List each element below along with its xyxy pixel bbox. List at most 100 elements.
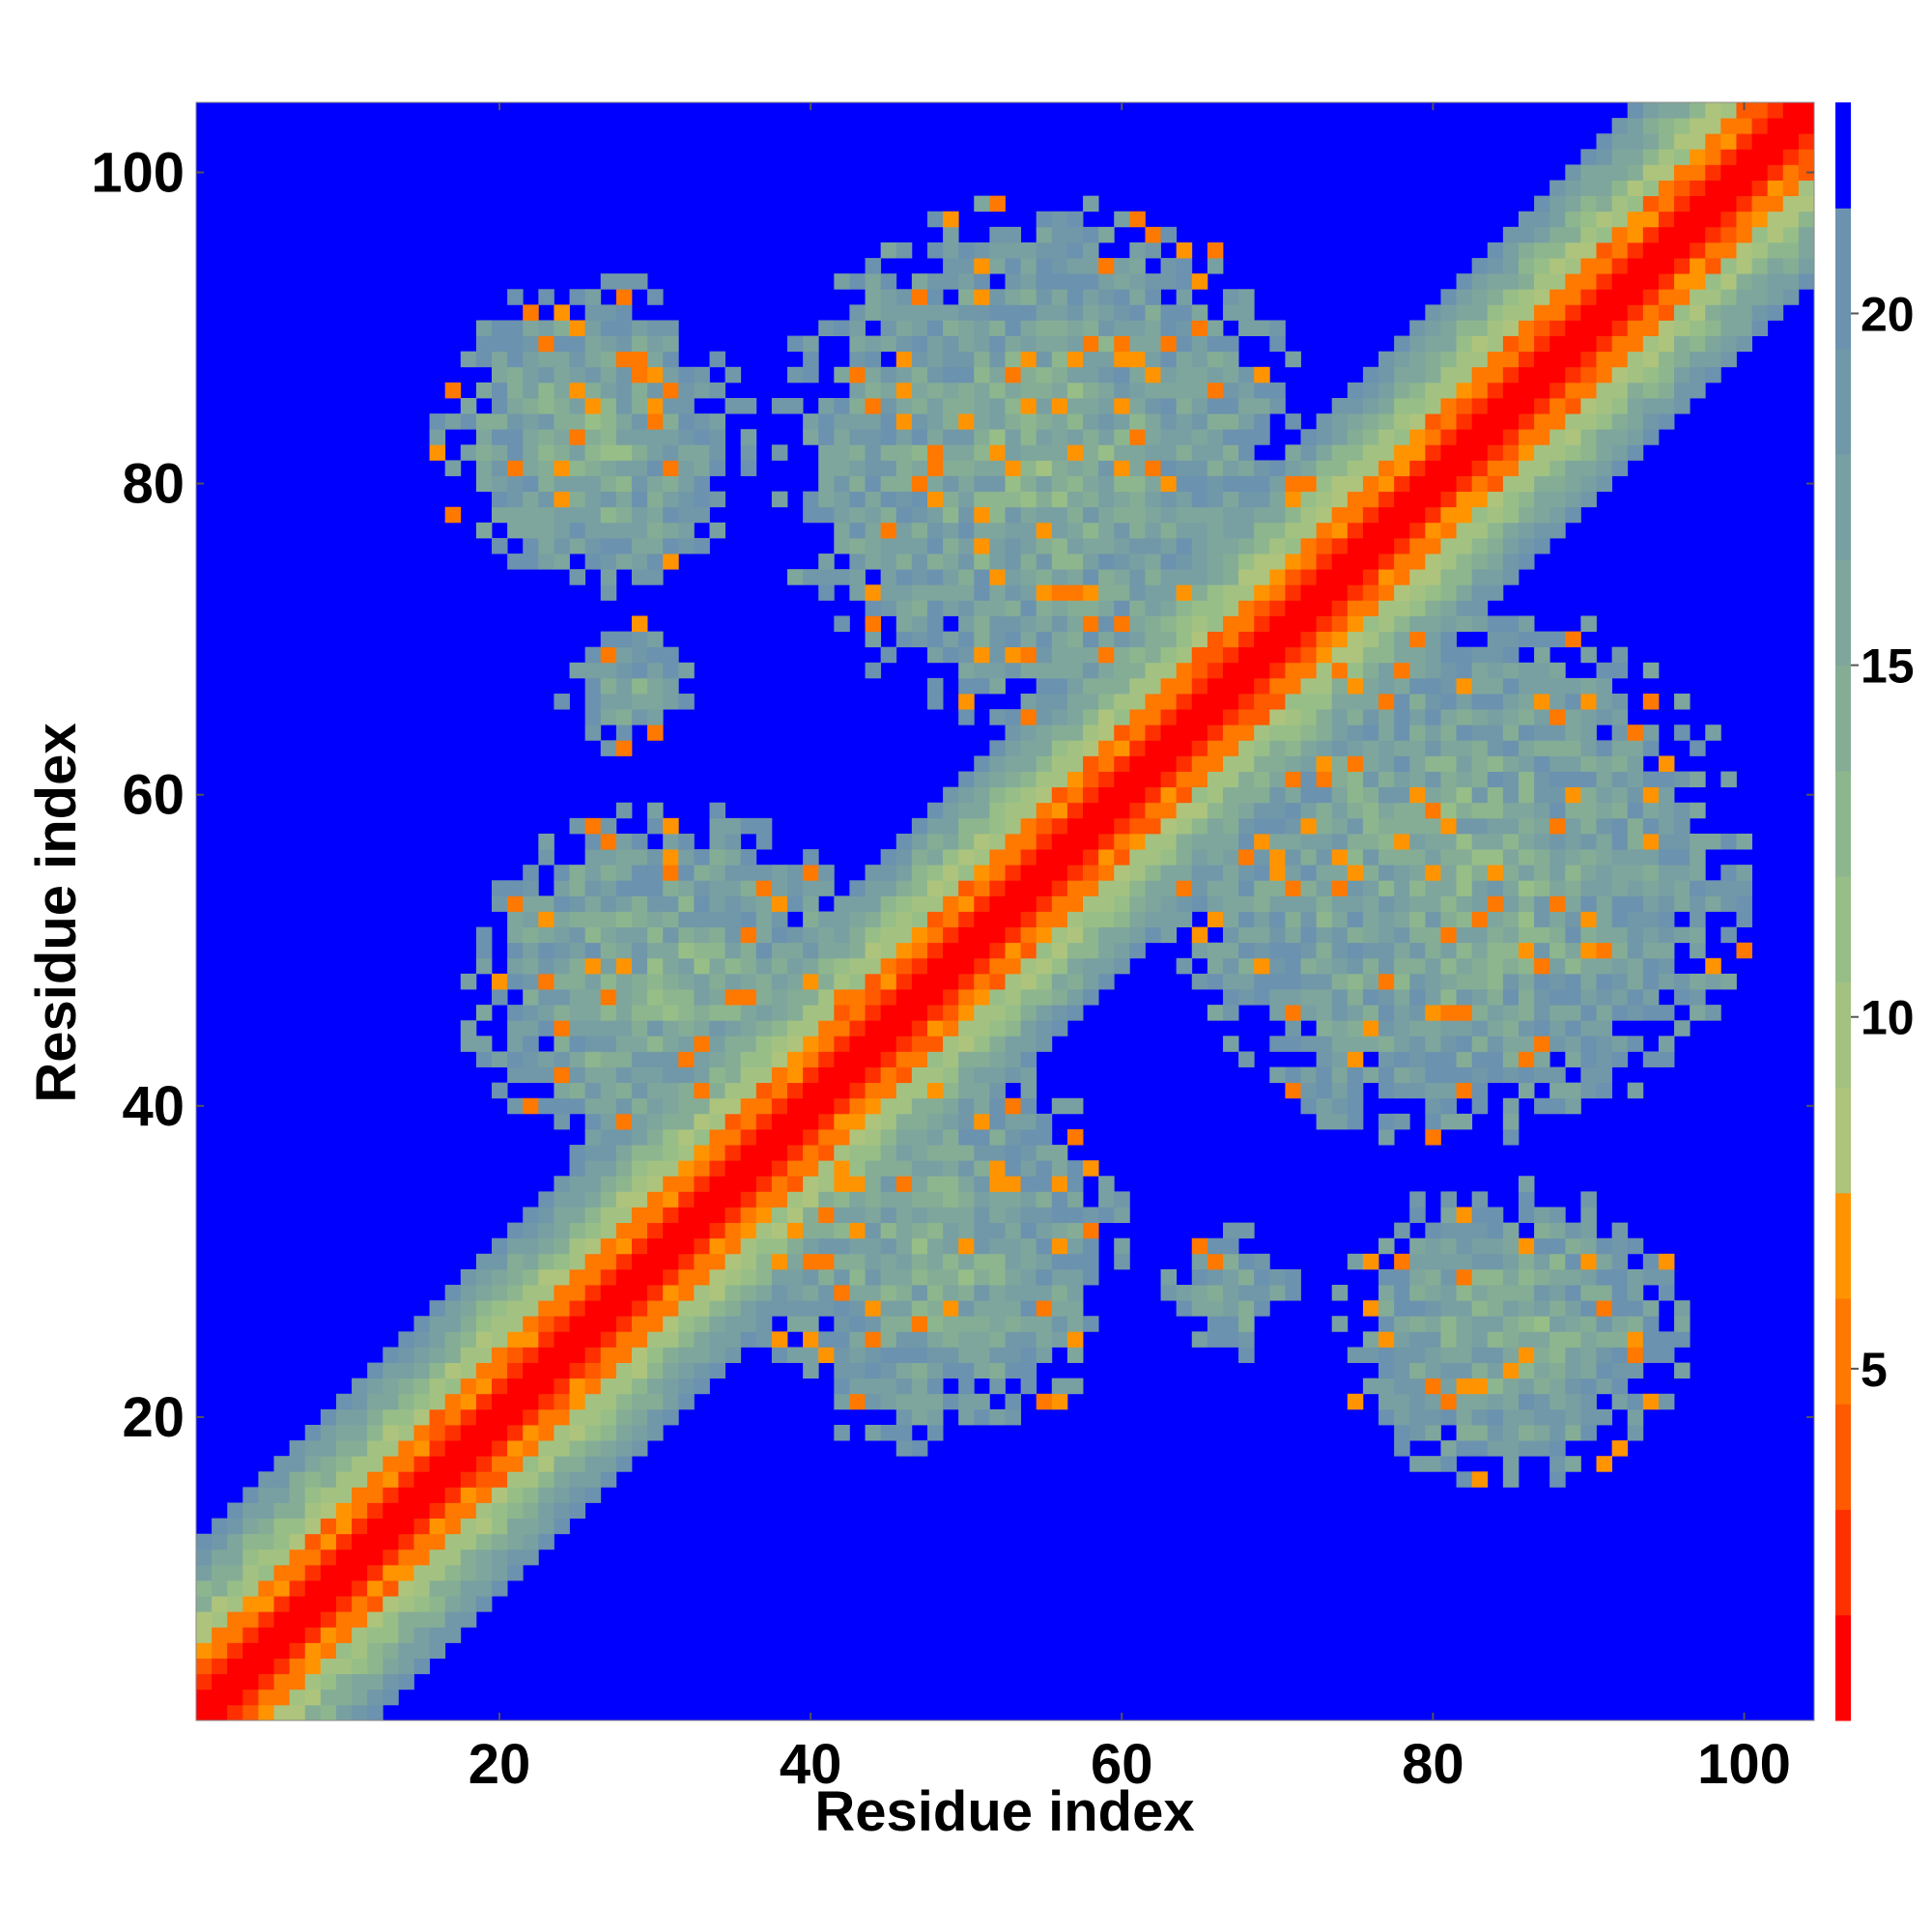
heatmap-cell	[1611, 989, 1629, 1006]
heatmap-cell	[926, 880, 944, 896]
heatmap-cell	[1066, 662, 1084, 679]
heatmap-cell	[1020, 973, 1037, 990]
heatmap-cell	[1066, 366, 1084, 384]
heatmap-cell	[584, 1316, 602, 1332]
heatmap-cell	[1347, 957, 1364, 975]
heatmap-cell	[1751, 164, 1769, 181]
heatmap-cell	[1020, 786, 1037, 804]
heatmap-cell	[1005, 1408, 1022, 1426]
heatmap-cell	[507, 1548, 524, 1566]
heatmap-cell	[1176, 506, 1193, 524]
heatmap-cell	[1394, 1051, 1410, 1067]
heatmap-cell	[974, 289, 990, 305]
heatmap-cell	[538, 460, 554, 476]
heatmap-cell	[958, 258, 975, 274]
heatmap-cell	[1378, 429, 1395, 445]
heatmap-cell	[1129, 382, 1146, 399]
heatmap-cell	[694, 1097, 710, 1115]
heatmap-cell	[523, 1051, 539, 1067]
heatmap-cell	[834, 1285, 850, 1301]
heatmap-cell	[849, 1300, 866, 1317]
heatmap-cell	[1207, 320, 1224, 336]
heatmap-cell	[631, 569, 648, 585]
heatmap-cell	[1534, 1347, 1550, 1363]
heatmap-cell	[1440, 1253, 1457, 1270]
heatmap-cell	[600, 957, 617, 975]
heatmap-cell	[926, 242, 944, 259]
heatmap-cell	[974, 1082, 990, 1099]
heatmap-cell	[1362, 817, 1379, 835]
heatmap-cell	[694, 537, 710, 554]
heatmap-cell	[584, 957, 602, 975]
heatmap-cell	[1456, 1316, 1473, 1332]
heatmap-cell	[1596, 289, 1613, 305]
heatmap-cell	[584, 1331, 602, 1348]
heatmap-cell	[958, 911, 975, 928]
heatmap-cell	[367, 1673, 384, 1690]
heatmap-cell	[1331, 694, 1349, 710]
heatmap-cell	[647, 1128, 664, 1146]
heatmap-cell	[1534, 802, 1550, 819]
heatmap-cell	[1409, 724, 1426, 741]
heatmap-cell	[803, 1285, 819, 1301]
heatmap-cell	[569, 506, 586, 524]
heatmap-cell	[1409, 522, 1426, 539]
heatmap-cell	[367, 1487, 384, 1503]
heatmap-cell	[1020, 537, 1037, 554]
heatmap-cell	[926, 1207, 944, 1224]
heatmap-cell	[1580, 802, 1597, 819]
heatmap-cell	[834, 1347, 850, 1363]
heatmap-cell	[1471, 1268, 1489, 1286]
heatmap-cell	[1596, 164, 1613, 181]
heatmap-cell	[367, 1456, 384, 1472]
heatmap-cell	[880, 1316, 897, 1332]
heatmap-cell	[911, 304, 928, 321]
heatmap-cell	[1347, 865, 1364, 881]
heatmap-cell	[1425, 1300, 1441, 1317]
heatmap-cell	[1565, 1408, 1581, 1426]
heatmap-cell	[895, 989, 913, 1006]
heatmap-cell	[1502, 786, 1520, 804]
heatmap-cell	[1347, 1036, 1364, 1052]
heatmap-cell	[647, 1378, 664, 1395]
heatmap-cell	[352, 1502, 368, 1520]
heatmap-cell	[1145, 584, 1161, 601]
heatmap-cell	[1736, 911, 1752, 928]
heatmap-cell	[1611, 911, 1629, 928]
heatmap-cell	[1114, 755, 1130, 772]
heatmap-cell	[584, 444, 602, 461]
heatmap-cell	[818, 398, 835, 414]
heatmap-cell	[492, 1564, 508, 1581]
heatmap-cell	[429, 1362, 446, 1379]
heatmap-cell	[926, 802, 944, 819]
heatmap-cell	[926, 989, 944, 1006]
heatmap-cell	[834, 911, 850, 928]
heatmap-cell	[694, 1237, 710, 1255]
heatmap-cell	[1191, 646, 1208, 664]
heatmap-cell	[647, 1300, 664, 1317]
heatmap-cell	[1254, 957, 1270, 975]
heatmap-cell	[1051, 1005, 1068, 1021]
heatmap-cell	[1394, 460, 1410, 476]
heatmap-cell	[1596, 1082, 1613, 1099]
heatmap-cell	[1440, 1268, 1457, 1286]
heatmap-cell	[771, 1176, 788, 1192]
heatmap-cell	[895, 1036, 913, 1052]
heatmap-cell	[1160, 506, 1178, 524]
heatmap-cell	[1051, 304, 1068, 321]
heatmap-cell	[1425, 1066, 1441, 1084]
heatmap-cell	[352, 1378, 368, 1395]
heatmap-cell	[1549, 1097, 1566, 1115]
heatmap-cell	[1066, 429, 1084, 445]
heatmap-cell	[663, 1347, 679, 1363]
heatmap-cell	[335, 1440, 353, 1457]
heatmap-cell	[1066, 1005, 1084, 1021]
heatmap-cell	[1066, 849, 1084, 866]
heatmap-cell	[1627, 786, 1644, 804]
heatmap-cell	[1207, 973, 1224, 990]
heatmap-cell	[663, 973, 679, 990]
heatmap-cell	[1036, 382, 1053, 399]
heatmap-cell	[1222, 631, 1239, 648]
heatmap-cell	[709, 491, 725, 508]
heatmap-cell	[1285, 554, 1301, 570]
